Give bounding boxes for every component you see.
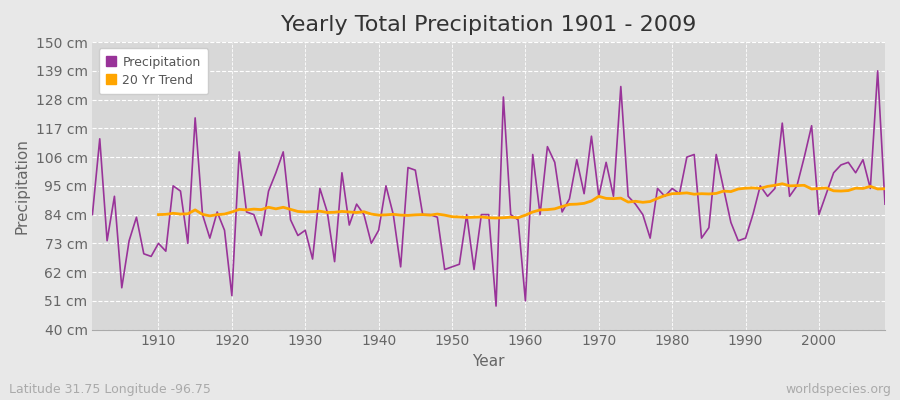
Title: Yearly Total Precipitation 1901 - 2009: Yearly Total Precipitation 1901 - 2009 <box>281 15 697 35</box>
Text: Latitude 31.75 Longitude -96.75: Latitude 31.75 Longitude -96.75 <box>9 383 211 396</box>
Text: worldspecies.org: worldspecies.org <box>785 383 891 396</box>
Y-axis label: Precipitation: Precipitation <box>15 138 30 234</box>
Legend: Precipitation, 20 Yr Trend: Precipitation, 20 Yr Trend <box>99 48 208 94</box>
X-axis label: Year: Year <box>472 354 505 369</box>
